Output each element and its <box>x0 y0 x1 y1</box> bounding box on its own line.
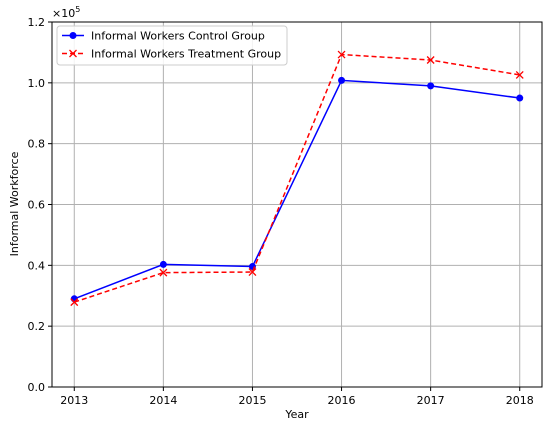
x-tick-label: 2018 <box>506 394 534 407</box>
data-point-control <box>338 76 346 84</box>
y-tick-label: 0.2 <box>28 320 46 333</box>
data-point-treatment <box>337 50 346 59</box>
legend-label-treatment: Informal Workers Treatment Group <box>91 48 281 61</box>
data-point-treatment <box>248 268 257 276</box>
y-tick-label: 0.6 <box>28 199 46 212</box>
grid <box>52 21 542 388</box>
x-tick-label: 2013 <box>60 394 88 407</box>
y-tick-label: 1.0 <box>28 77 46 90</box>
series-layer <box>70 50 524 307</box>
data-point-treatment <box>515 70 524 79</box>
data-point-control <box>516 94 524 102</box>
x-tick-label: 2017 <box>417 394 445 407</box>
y-tick-label: 1.2 <box>28 16 46 29</box>
data-point-control <box>159 260 167 268</box>
data-point-treatment <box>70 298 79 307</box>
legend-marker-control <box>69 32 77 39</box>
x-tick-label: 2015 <box>238 394 266 407</box>
data-point-treatment <box>159 268 168 277</box>
x-axis-label: Year <box>284 408 309 421</box>
axis-scale-exponent: 5 <box>75 5 80 14</box>
data-point-control <box>427 82 435 90</box>
y-tick-label: 0.8 <box>28 138 46 151</box>
axis-scale-factor: ×105 <box>52 5 80 20</box>
axis-scale-base: ×10 <box>52 7 75 20</box>
y-tick-label: 0.4 <box>28 259 46 272</box>
x-axis-ticks: 2013 2014 2015 2016 2017 2018 <box>60 387 534 407</box>
x-tick-label: 2016 <box>328 394 356 407</box>
series-line-control <box>74 79 520 300</box>
legend-label-control: Informal Workers Control Group <box>91 30 265 43</box>
series-line-treatment <box>74 53 520 303</box>
x-tick-label: 2014 <box>149 394 177 407</box>
y-axis-label: Informal Workforce <box>8 151 21 256</box>
y-tick-label: 0.0 <box>28 381 46 394</box>
legend-box <box>56 25 288 66</box>
legend-marker-treatment <box>69 49 77 58</box>
legend: Informal Workers Control Group Informal … <box>56 25 288 66</box>
data-point-treatment <box>426 56 435 64</box>
y-axis-ticks: 0.0 0.2 0.4 0.6 0.8 1.0 1.2 <box>28 16 52 394</box>
